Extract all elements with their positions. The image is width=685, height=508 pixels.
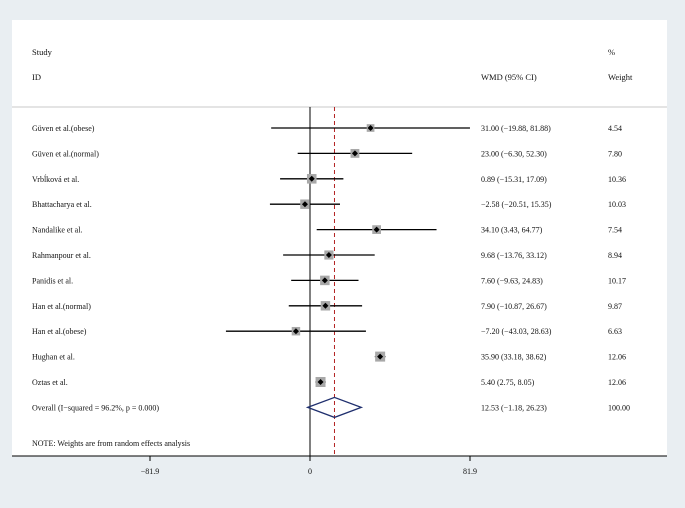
header-weight: Weight [608,72,633,82]
study-name: Rahmanpour et al. [32,251,91,260]
study-effect-ci: 7.90 (−10.87, 26.67) [481,302,547,311]
plot-panel [12,20,667,456]
study-effect-ci: 31.00 (−19.88, 81.88) [481,124,551,133]
study-weight: 7.54 [608,226,622,235]
study-effect-ci: 34.10 (3.43, 64.77) [481,226,543,235]
study-point-estimate [373,226,380,233]
x-tick-label: 81.9 [463,467,477,476]
study-weight: 8.94 [608,251,622,260]
overall-row: Overall (I−squared = 96.2%, p = 0.000) 12… [32,396,630,419]
study-name: Hughan et al. [32,353,75,362]
study-row: Panidis et al. 7.60 (−9.63, 24.83) 10.17 [32,275,626,285]
study-name: Han et al.(obese) [32,327,87,336]
overall-diamond [305,396,364,419]
overall-label: Overall (I−squared = 96.2%, p = 0.000) [32,403,159,412]
study-row: Güven et al.(normal) 23.00 (−6.30, 52.30)… [32,148,622,158]
study-row: Hughan et al. 35.90 (33.18, 38.62) 12.06 [32,351,626,362]
x-tick-label: 0 [308,467,312,476]
study-row: Oztas et al. 5.40 (2.75, 8.05) 12.06 [32,377,626,387]
study-row: Nandalike et al. 34.10 (3.43, 64.77) 7.54 [32,225,622,235]
study-weight: 10.17 [608,276,626,285]
study-weight: 6.63 [608,327,622,336]
header-percent: % [608,47,615,57]
study-point-estimate [322,302,329,309]
study-row: Bhattacharya et al. −2.58 (−20.51, 15.35)… [32,199,626,209]
study-name: Bhattacharya et al. [32,200,92,209]
x-axis-ticks: −81.9 0 81.9 [141,456,477,476]
study-effect-ci: 23.00 (−6.30, 52.30) [481,149,547,158]
study-rows: Güven et al.(obese) 31.00 (−19.88, 81.88)… [32,107,626,456]
study-row: Güven et al.(obese) 31.00 (−19.88, 81.88)… [32,124,622,133]
study-point-estimate [321,277,328,284]
study-name: Panidis et al. [32,276,73,285]
study-weight: 10.03 [608,200,626,209]
study-effect-ci: −7.20 (−43.03, 28.63) [481,327,552,336]
study-name: Vrbĺková et al. [32,174,79,184]
study-name: Oztas et al. [32,378,68,387]
study-point-estimate [377,353,384,360]
overall-weight: 100.00 [608,403,630,412]
study-point-estimate [325,252,332,258]
study-weight: 12.06 [608,378,626,387]
study-point-estimate [308,175,315,182]
study-weight: 12.06 [608,353,626,362]
study-row: Han et al.(normal) 7.90 (−10.87, 26.67) 9.… [32,301,622,311]
study-point-estimate [292,328,299,335]
footnote: NOTE: Weights are from random effects an… [32,439,190,448]
study-point-estimate [301,201,308,208]
study-weight: 9.87 [608,302,622,311]
study-weight: 10.36 [608,175,626,184]
study-weight: 4.54 [608,124,622,133]
study-weight: 7.80 [608,149,622,158]
study-effect-ci: 0.89 (−15.31, 17.09) [481,175,547,184]
study-row: Vrbĺková et al. 0.89 (−15.31, 17.09) 10.36 [32,174,626,184]
study-effect-ci: 7.60 (−9.63, 24.83) [481,276,543,285]
study-row: Rahmanpour et al. 9.68 (−13.76, 33.12) 8.9… [32,250,622,260]
study-name: Han et al.(normal) [32,302,91,311]
overall-effect-ci: 12.53 (−1.18, 26.23) [481,403,547,412]
study-effect-ci: −2.58 (−20.51, 15.35) [481,200,552,209]
study-row: Han et al.(obese) −7.20 (−43.03, 28.63) 6.… [32,326,622,336]
study-effect-ci: 9.68 (−13.76, 33.12) [481,251,547,260]
study-name: Güven et al.(obese) [32,124,95,133]
study-name: Nandalike et al. [32,226,82,235]
study-effect-ci: 5.40 (2.75, 8.05) [481,378,535,387]
study-effect-ci: 35.90 (33.18, 38.62) [481,353,547,362]
header-effect: WMD (95% CI) [481,72,537,82]
study-point-estimate [351,150,358,157]
study-name: Güven et al.(normal) [32,149,99,158]
study-point-estimate [317,379,324,385]
header-id: ID [32,72,41,82]
header-study: Study [32,47,53,57]
x-tick-label: −81.9 [141,467,160,476]
study-point-estimate [367,125,374,131]
